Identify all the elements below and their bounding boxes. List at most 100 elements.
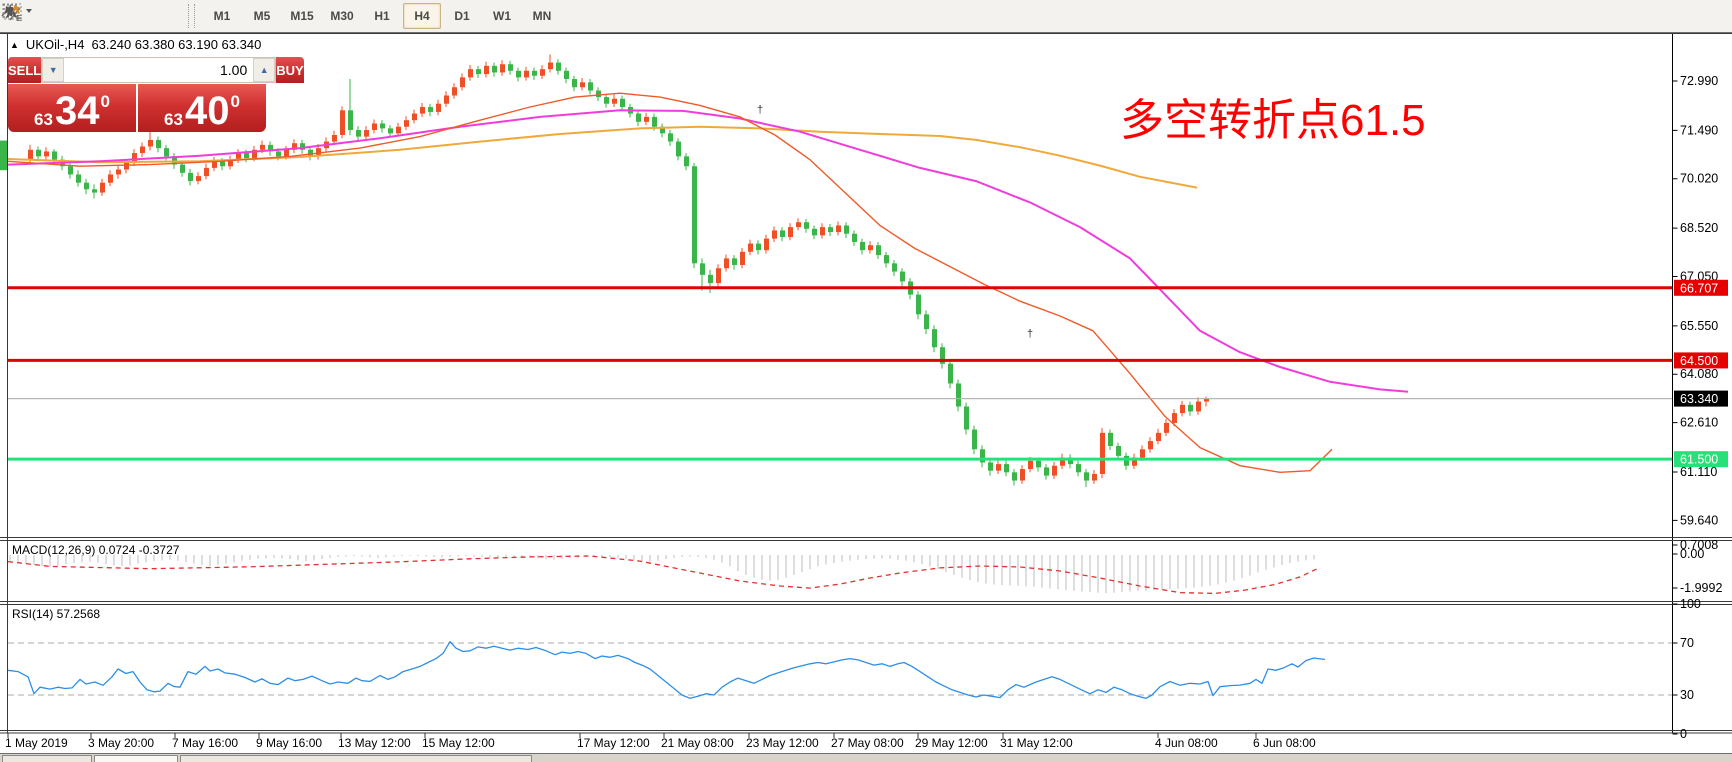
candle xyxy=(1084,472,1089,481)
timeframe-button-MN[interactable]: MN xyxy=(532,9,552,23)
timeframe-button-D1[interactable]: D1 xyxy=(454,9,470,23)
toolbar-icon-group: E F A T xyxy=(0,3,180,28)
price-badge xyxy=(1674,279,1728,296)
candle xyxy=(684,156,689,167)
candle xyxy=(492,65,497,73)
candle xyxy=(468,69,473,78)
timeframe-button-M30[interactable]: M30 xyxy=(330,9,354,23)
candle xyxy=(1028,460,1033,470)
candle xyxy=(316,148,321,157)
price-axis-label: 65.550 xyxy=(1680,319,1718,333)
candle xyxy=(284,149,289,157)
rsi-axis-label: 100 xyxy=(1680,597,1701,611)
candle xyxy=(372,123,377,131)
timeframe-button-M5[interactable]: M5 xyxy=(253,9,271,23)
candle xyxy=(860,241,865,251)
candle xyxy=(108,174,113,183)
fibonacci-grid-icon[interactable]: F xyxy=(3,4,72,28)
candle xyxy=(476,69,481,75)
chart-tab[interactable] xyxy=(180,755,532,762)
candle xyxy=(724,258,729,269)
candle xyxy=(668,133,673,142)
chart-tab[interactable] xyxy=(94,755,178,762)
date-axis-label: 4 Jun 08:00 xyxy=(1155,736,1218,750)
collapse-arrow-icon[interactable]: ▲ xyxy=(10,39,19,50)
candle xyxy=(500,64,505,73)
candle xyxy=(996,464,1001,471)
candle xyxy=(596,90,601,98)
candle xyxy=(564,70,569,80)
price-badge xyxy=(1674,352,1728,369)
sell-price-tile[interactable]: 63 34 0 xyxy=(8,84,136,132)
timeframe-button-H1[interactable]: H1 xyxy=(374,9,390,23)
timeframe-button-M1[interactable]: M1 xyxy=(213,9,231,23)
cursor-modes-icon[interactable] xyxy=(5,4,180,28)
volume-input[interactable] xyxy=(64,58,254,82)
candle xyxy=(172,156,177,165)
buy-price-tile[interactable]: 63 40 0 xyxy=(138,84,266,132)
candle xyxy=(604,97,609,104)
mid-ma xyxy=(7,109,1409,393)
price-badge-label: 64.500 xyxy=(1680,354,1718,368)
candle xyxy=(132,153,137,163)
candle xyxy=(1092,473,1097,481)
macd-axis-label: -1.9992 xyxy=(1680,581,1722,595)
candle xyxy=(1140,449,1145,458)
candle xyxy=(420,107,425,114)
candle xyxy=(988,462,993,471)
candle xyxy=(308,149,313,157)
candle xyxy=(836,225,841,233)
candle xyxy=(916,294,921,315)
candle xyxy=(1132,457,1137,466)
candle xyxy=(436,103,441,112)
candle xyxy=(292,143,297,150)
candle xyxy=(572,79,577,88)
candle xyxy=(1012,472,1017,481)
sell-button[interactable]: SELL xyxy=(8,57,42,83)
candle xyxy=(84,182,89,190)
price-badge-label: 63.340 xyxy=(1680,392,1718,406)
buy-price-big: 40 xyxy=(184,89,230,133)
candle xyxy=(1204,398,1209,402)
candle xyxy=(332,134,337,142)
candle xyxy=(252,149,257,159)
candle xyxy=(580,82,585,88)
candle xyxy=(788,227,793,238)
one-click-trading-panel: SELL ▼ ▲ BUY 63 34 0 63 40 0 xyxy=(8,57,304,132)
candle xyxy=(92,189,97,193)
date-axis-label: 17 May 12:00 xyxy=(577,736,650,750)
candle xyxy=(412,113,417,121)
candle xyxy=(1124,455,1129,466)
candle xyxy=(388,128,393,134)
price-badge xyxy=(1674,390,1728,407)
volume-increase-button[interactable]: ▲ xyxy=(253,58,276,82)
object-marker: † xyxy=(757,104,763,116)
timeframe-button-W1[interactable]: W1 xyxy=(493,9,511,23)
buy-button[interactable]: BUY xyxy=(276,57,304,83)
buy-price-whole: 63 xyxy=(164,110,183,129)
candle xyxy=(204,167,209,177)
volume-decrease-button[interactable]: ▼ xyxy=(42,58,65,82)
price-axis-label: 64.080 xyxy=(1680,367,1718,381)
chart-tab[interactable] xyxy=(2,755,92,762)
candle xyxy=(540,69,545,76)
price-badge-label: 66.707 xyxy=(1680,281,1718,295)
candle xyxy=(484,65,489,75)
toolbar: E F A T M1 M5 M xyxy=(0,0,1732,33)
rsi-indicator-label: RSI(14) 57.2568 xyxy=(12,607,101,621)
text-annotation-icon[interactable]: A xyxy=(6,4,108,28)
timeframe-button-M15[interactable]: M15 xyxy=(290,9,314,23)
date-axis-label: 1 May 2019 xyxy=(5,736,68,750)
date-axis-label: 23 May 12:00 xyxy=(746,736,819,750)
timeframe-button-H4[interactable]: H4 xyxy=(403,3,441,29)
text-label-icon[interactable]: T xyxy=(2,3,144,28)
sell-price-pip: 0 xyxy=(100,92,110,111)
candle xyxy=(1172,413,1177,423)
toolbar-separator xyxy=(188,4,195,28)
fast-ma xyxy=(7,92,1333,473)
sell-price-big: 34 xyxy=(54,89,100,133)
candle xyxy=(1164,422,1169,433)
svg-text:F: F xyxy=(16,14,21,22)
candle xyxy=(692,166,697,264)
